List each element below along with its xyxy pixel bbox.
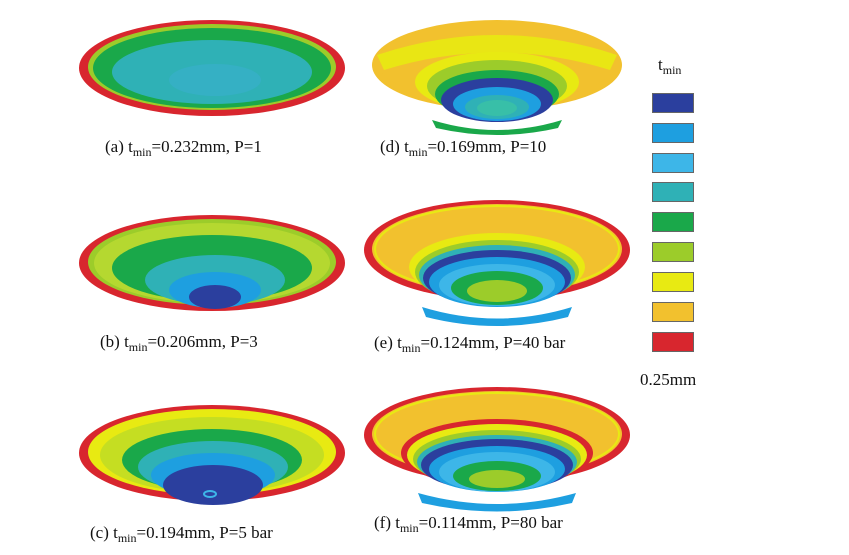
- caption-d-rest: =0.169mm, P=10: [427, 137, 547, 156]
- caption-c-prefix: (c) t: [90, 523, 118, 542]
- caption-c-rest: =0.194mm, P=5 bar: [136, 523, 273, 542]
- caption-a: (a) tmin=0.232mm, P=1: [105, 137, 262, 160]
- caption-e-prefix: (e) t: [374, 333, 402, 352]
- caption-a-rest: =0.232mm, P=1: [151, 137, 262, 156]
- bowl-f-image: [364, 387, 630, 512]
- caption-a-sub: min: [132, 145, 152, 159]
- legend-title: tmin: [658, 55, 681, 78]
- legend-title-main: t: [658, 55, 663, 74]
- caption-b-prefix: (b) t: [100, 332, 129, 351]
- legend-swatch-7: [652, 272, 694, 292]
- panel-b: (b) tmin=0.206mm, P=3: [75, 205, 355, 365]
- caption-d: (d) tmin=0.169mm, P=10: [380, 137, 546, 160]
- caption-f-rest: =0.114mm, P=80 bar: [418, 513, 563, 532]
- caption-d-prefix: (d) t: [380, 137, 409, 156]
- legend-swatch-4: [652, 182, 694, 202]
- legend-swatch-9: [652, 332, 694, 352]
- caption-c: (c) tmin=0.194mm, P=5 bar: [90, 523, 273, 546]
- caption-e: (e) tmin=0.124mm, P=40 bar: [374, 333, 565, 356]
- panel-c: (c) tmin=0.194mm, P=5 bar: [75, 395, 355, 555]
- panel-e: (e) tmin=0.124mm, P=40 bar: [360, 195, 640, 365]
- legend-swatch-8: [652, 302, 694, 322]
- legend-swatch-2: [652, 123, 694, 143]
- panel-f: (f) tmin=0.114mm, P=80 bar: [360, 385, 640, 550]
- caption-c-sub: min: [117, 531, 137, 545]
- caption-b: (b) tmin=0.206mm, P=3: [100, 332, 258, 355]
- bowl-e-image: [364, 200, 630, 326]
- caption-a-prefix: (a) t: [105, 137, 133, 156]
- panel-d: (d) tmin=0.169mm, P=10: [360, 10, 640, 170]
- caption-e-sub: min: [401, 341, 421, 355]
- caption-d-sub: min: [408, 145, 428, 159]
- caption-b-rest: =0.206mm, P=3: [147, 332, 258, 351]
- caption-f-sub: min: [399, 521, 419, 535]
- legend-swatch-3: [652, 153, 694, 173]
- legend-bottom-label: 0.25mm: [640, 370, 697, 389]
- bowl-a-image: [79, 20, 345, 116]
- legend-title-sub: min: [662, 63, 682, 77]
- caption-e-rest: =0.124mm, P=40 bar: [420, 333, 566, 352]
- caption-f-prefix: (f) t: [374, 513, 400, 532]
- caption-f: (f) tmin=0.114mm, P=80 bar: [374, 513, 563, 536]
- bowl-b-image: [79, 215, 345, 311]
- thickness-legend: tmin 0.25mm: [640, 55, 720, 395]
- bowl-d-image: [372, 20, 622, 135]
- caption-b-sub: min: [128, 340, 148, 354]
- bowl-c-image: [79, 405, 345, 505]
- legend-swatch-6: [652, 242, 694, 262]
- legend-swatch-1: [652, 93, 694, 113]
- legend-swatch-5: [652, 212, 694, 232]
- panel-a: (a) tmin=0.232mm, P=1: [75, 10, 355, 170]
